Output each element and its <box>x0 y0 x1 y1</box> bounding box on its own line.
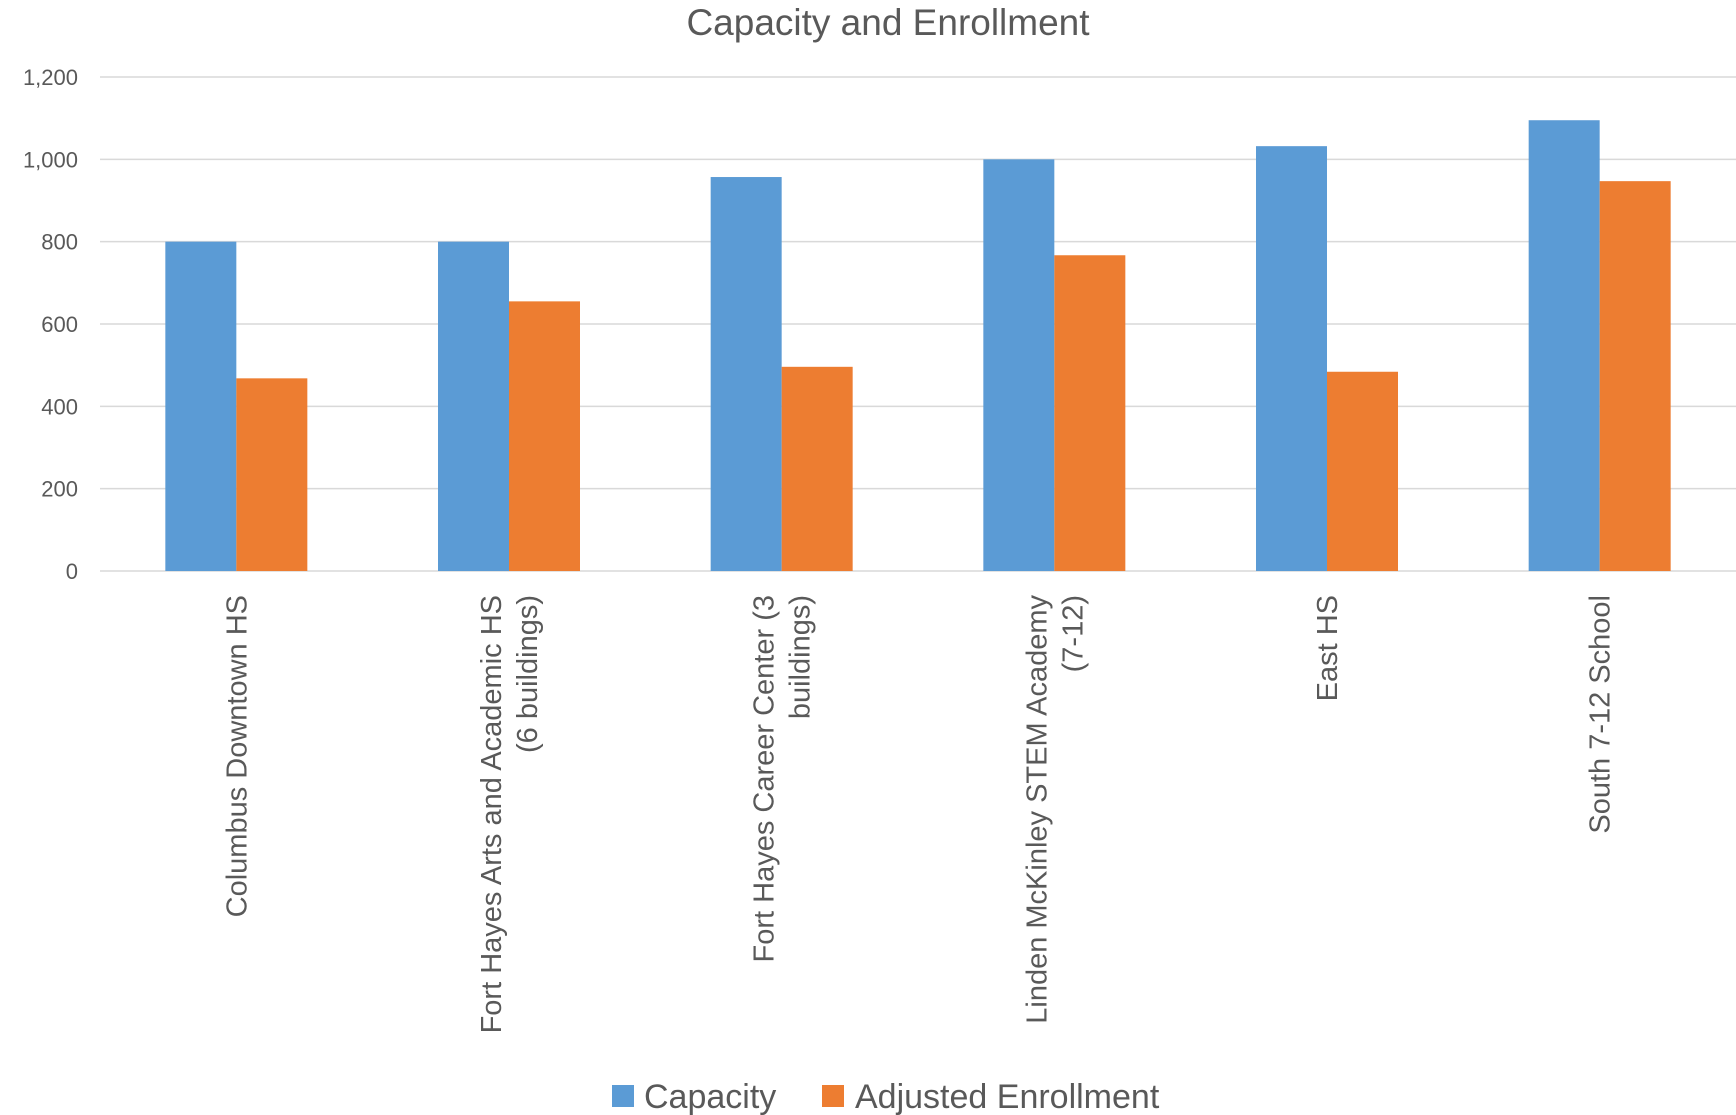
category-label-line: Fort Hayes Career Center (3 <box>749 595 781 962</box>
category-label-1: Fort Hayes Arts and Academic HS (6 buildi… <box>476 595 544 1033</box>
bar-adjusted-enrollment-3 <box>1054 255 1126 572</box>
category-label-3: Linden McKinley STEM Academy (7-12) <box>1021 595 1089 1024</box>
legend-item-capacity: Capacity <box>612 1078 776 1115</box>
y-tick-label: 800 <box>41 230 78 255</box>
category-label-4: East HS <box>1312 595 1344 701</box>
category-label-line: (6 buildings) <box>512 595 544 753</box>
bar-capacity-2 <box>710 177 782 571</box>
bar-capacity-3 <box>983 159 1055 572</box>
gridlines <box>100 76 1736 572</box>
legend: Capacity Adjusted Enrollment <box>612 1078 1160 1115</box>
y-tick-label: 200 <box>41 477 78 502</box>
bar-adjusted-enrollment-0 <box>236 378 308 571</box>
x-axis-category-labels: Columbus Downtown HS Fort Hayes Arts and … <box>221 595 1616 1034</box>
category-label-line: Linden McKinley STEM Academy <box>1021 595 1053 1024</box>
category-label-5: South 7-12 School <box>1585 595 1617 834</box>
bar-capacity-0 <box>165 241 237 571</box>
category-label-line: South 7-12 School <box>1585 595 1617 834</box>
legend-label: Adjusted Enrollment <box>855 1078 1160 1115</box>
y-axis-tick-labels: 0 200 400 600 800 1,000 1,200 <box>23 65 78 584</box>
bar-capacity-1 <box>438 241 509 571</box>
y-tick-label: 0 <box>66 559 78 584</box>
legend-item-adjusted-enrollment: Adjusted Enrollment <box>822 1078 1160 1115</box>
bar-adjusted-enrollment-2 <box>781 366 853 571</box>
category-label-0: Columbus Downtown HS <box>221 595 253 917</box>
category-label-2: Fort Hayes Career Center (3 buildings) <box>749 595 817 962</box>
chart-title: Capacity and Enrollment <box>686 2 1090 43</box>
legend-swatch <box>612 1085 634 1107</box>
bars <box>165 120 1671 572</box>
y-tick-label: 1,200 <box>23 65 78 90</box>
y-tick-label: 400 <box>41 394 78 419</box>
category-label-line: (7-12) <box>1057 595 1089 672</box>
y-tick-label: 1,000 <box>23 147 78 172</box>
bar-adjusted-enrollment-5 <box>1599 181 1671 571</box>
bar-capacity-4 <box>1256 146 1327 571</box>
bar-adjusted-enrollment-4 <box>1327 371 1398 571</box>
y-tick-label: 600 <box>41 312 78 337</box>
legend-label: Capacity <box>644 1078 776 1115</box>
legend-swatch <box>822 1085 844 1107</box>
bar-adjusted-enrollment-1 <box>509 301 580 571</box>
category-label-line: Columbus Downtown HS <box>221 595 253 917</box>
category-label-line: East HS <box>1312 595 1344 701</box>
category-label-line: Fort Hayes Arts and Academic HS <box>476 595 508 1033</box>
bar-capacity-5 <box>1528 120 1600 571</box>
category-label-line: buildings) <box>785 595 817 719</box>
